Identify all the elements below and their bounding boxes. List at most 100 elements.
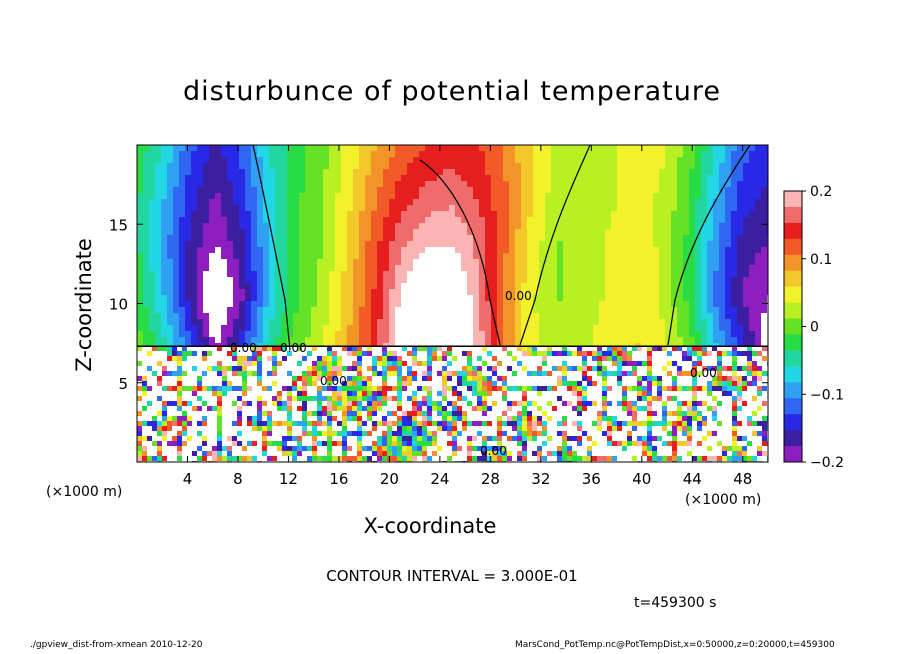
heatmap-cell [197,241,204,248]
heatmap-cell [167,366,173,372]
heatmap-cell [437,169,444,176]
heatmap-cell [149,307,156,314]
heatmap-cell [749,259,756,266]
heatmap-cell [287,193,294,200]
heatmap-cell [203,241,210,248]
heatmap-cell [677,386,683,392]
heatmap-cell [155,151,162,158]
heatmap-cell [647,151,654,158]
heatmap-cell [147,386,153,392]
heatmap-cell [197,356,203,362]
heatmap-cell [293,283,300,290]
heatmap-cell [695,313,702,320]
heatmap-cell [479,289,486,296]
heatmap-cell [731,145,738,152]
heatmap-cell [647,175,654,182]
heatmap-cell [717,361,723,367]
heatmap-cell [527,351,533,357]
heatmap-cell [341,229,348,236]
heatmap-cell [521,295,528,302]
heatmap-cell [533,337,540,344]
heatmap-cell [545,289,552,296]
heatmap-cell [251,289,258,296]
heatmap-cell [419,313,426,320]
heatmap-cell [197,337,204,344]
heatmap-cell [329,331,336,338]
heatmap-cell [287,371,293,377]
heatmap-cell [687,361,693,367]
heatmap-cell [352,391,358,397]
heatmap-cell [182,376,188,382]
heatmap-cell [311,229,318,236]
heatmap-cell [237,386,243,392]
heatmap-cell [293,253,300,260]
heatmap-cell [371,307,378,314]
heatmap-cell [752,346,758,352]
heatmap-cell [702,386,708,392]
heatmap-cell [762,376,768,382]
heatmap-cell [221,199,228,206]
heatmap-cell [611,145,618,152]
heatmap-cell [522,351,528,357]
heatmap-cell [652,376,658,382]
heatmap-cell [467,396,473,402]
heatmap-cell [587,337,594,344]
heatmap-cell [539,301,546,308]
heatmap-cell [307,386,313,392]
heatmap-cell [443,259,450,266]
heatmap-cell [272,351,278,357]
heatmap-cell [761,235,768,242]
heatmap-cell [497,386,503,392]
heatmap-cell [157,346,163,352]
heatmap-cell [677,163,684,170]
heatmap-cell [232,356,238,362]
heatmap-cell [732,376,738,382]
heatmap-cell [581,265,588,272]
heatmap-cell [222,346,228,352]
heatmap-cell [323,157,330,164]
heatmap-cell [149,217,156,224]
heatmap-cell [317,169,324,176]
heatmap-cell [437,205,444,212]
heatmap-cell [599,277,606,284]
heatmap-cell [593,151,600,158]
heatmap-cell [455,277,462,284]
heatmap-cell [383,229,390,236]
heatmap-cell [287,211,294,218]
heatmap-cell [401,157,408,164]
heatmap-cell [395,217,402,224]
heatmap-cell [497,356,503,362]
heatmap-cell [672,386,678,392]
heatmap-cell [197,169,204,176]
heatmap-cell [479,199,486,206]
heatmap-cell [542,351,548,357]
heatmap-cell [667,396,673,402]
heatmap-cell [257,223,264,230]
heatmap-cell [347,211,354,218]
heatmap-cell [227,259,234,266]
heatmap-cell [689,151,696,158]
heatmap-cell [713,337,720,344]
heatmap-cell [425,331,432,338]
heatmap-cell [461,337,468,344]
heatmap-cell [712,356,718,362]
heatmap-cell [167,346,173,352]
heatmap-cell [323,283,330,290]
heatmap-cell [149,223,156,230]
heatmap-cell [179,283,186,290]
heatmap-cell [322,356,328,362]
heatmap-cell [503,289,510,296]
heatmap-cell [725,217,732,224]
heatmap-cell [627,366,633,372]
heatmap-cell [212,376,218,382]
heatmap-cell [485,241,492,248]
heatmap-cell [743,253,750,260]
heatmap-cell [353,145,360,152]
heatmap-cell [597,351,603,357]
heatmap-cell [539,325,546,332]
heatmap-cell [637,351,643,357]
heatmap-cell [713,313,720,320]
heatmap-cell [485,151,492,158]
heatmap-cell [149,205,156,212]
heatmap-cell [563,205,570,212]
